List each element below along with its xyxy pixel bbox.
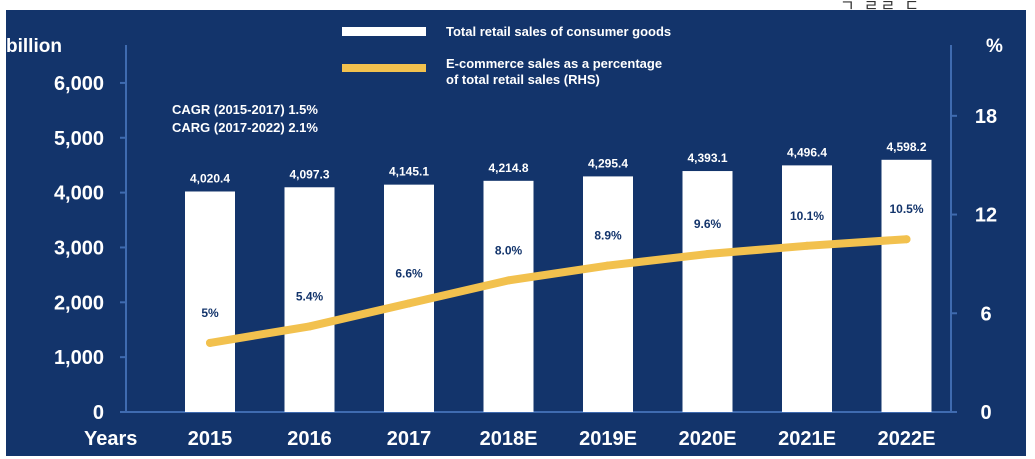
line-value-label: 8.9% bbox=[594, 229, 622, 243]
y-right-tick-label: 0 bbox=[980, 402, 991, 424]
bar bbox=[682, 171, 733, 412]
line-value-label: 8.0% bbox=[495, 243, 523, 257]
cagr-annotation-2: CARG (2017-2022) 2.1% bbox=[172, 120, 318, 135]
y-right-axis-title: % bbox=[986, 36, 1003, 57]
chart-svg: Total retail sales of consumer goods E-c… bbox=[6, 24, 1003, 450]
y-left-tick-label: 3,000 bbox=[54, 237, 104, 259]
bar-value-label: 4,214.8 bbox=[488, 161, 528, 175]
x-tick-label: 2018E bbox=[480, 428, 538, 450]
line-point bbox=[703, 250, 712, 259]
line-value-label: 10.1% bbox=[790, 209, 824, 223]
legend-bar-swatch bbox=[342, 27, 426, 36]
line-point bbox=[206, 338, 214, 347]
line-value-label: 6.6% bbox=[395, 266, 423, 280]
chart-panel: Total retail sales of consumer goods E-c… bbox=[6, 10, 1026, 456]
line-value-label: 5% bbox=[201, 306, 219, 320]
line-point bbox=[902, 235, 911, 244]
y-left-tick-label: 0 bbox=[93, 402, 104, 424]
bar bbox=[483, 180, 534, 412]
bar bbox=[284, 187, 335, 412]
cagr-annotation-1: CAGR (2015-2017) 1.5% bbox=[172, 102, 318, 117]
line-value-label: 5.4% bbox=[296, 289, 324, 303]
bar bbox=[185, 191, 235, 412]
bar-value-label: 4,020.4 bbox=[190, 171, 230, 185]
x-tick-label: 2016 bbox=[287, 428, 332, 450]
y-left-axis-title: billion bbox=[6, 36, 62, 57]
legend-line-label-2: of total retail sales (RHS) bbox=[446, 72, 600, 87]
bar bbox=[881, 159, 932, 412]
y-left-tick-label: 1,000 bbox=[54, 347, 104, 369]
x-tick-label: 2020E bbox=[679, 428, 737, 450]
legend-bar-label: Total retail sales of consumer goods bbox=[446, 24, 671, 39]
y-left-tick-label: 5,000 bbox=[54, 128, 104, 150]
x-tick-label: 2021E bbox=[778, 428, 836, 450]
line-point bbox=[604, 261, 612, 270]
y-right-tick-label: 12 bbox=[975, 205, 997, 227]
y-left-tick-label: 6,000 bbox=[54, 73, 104, 95]
line-value-label: 10.5% bbox=[889, 202, 923, 216]
line-point bbox=[305, 322, 314, 331]
bar-value-label: 4,598.2 bbox=[886, 140, 926, 154]
line-series bbox=[206, 235, 911, 347]
line-point bbox=[504, 276, 513, 285]
legend-line-label-1: E-commerce sales as a percentage bbox=[446, 56, 662, 71]
labels: 2015 2016 2017 2018E 2019E 2020E 2021E 2022E 4,0… bbox=[188, 140, 936, 450]
y-left-tick-label: 4,000 bbox=[54, 183, 104, 205]
line-value-label: 9.6% bbox=[694, 217, 722, 231]
bar-value-label: 4,097.3 bbox=[289, 167, 329, 181]
legend: Total retail sales of consumer goods E-c… bbox=[342, 24, 671, 87]
bar-value-label: 4,496.4 bbox=[787, 145, 827, 159]
x-tick-label: 2017 bbox=[387, 428, 432, 450]
ecommerce-line bbox=[206, 235, 911, 347]
bars bbox=[185, 159, 932, 412]
bar-value-label: 4,295.4 bbox=[588, 156, 628, 170]
x-tick-label: 2019E bbox=[579, 428, 637, 450]
bar bbox=[583, 176, 633, 412]
y-right-tick-label: 6 bbox=[980, 303, 991, 325]
x-tick-label: 2022E bbox=[878, 428, 936, 450]
line-point bbox=[803, 241, 811, 250]
bar bbox=[782, 165, 832, 412]
line-point bbox=[405, 299, 413, 308]
y-left-tick-label: 2,000 bbox=[54, 292, 104, 314]
bar-value-label: 4,145.1 bbox=[389, 165, 429, 179]
x-tick-label: 2015 bbox=[188, 428, 233, 450]
y-right-tick-label: 18 bbox=[975, 106, 997, 128]
x-axis-prefix: Years bbox=[84, 428, 137, 450]
bar-value-label: 4,393.1 bbox=[687, 151, 727, 165]
